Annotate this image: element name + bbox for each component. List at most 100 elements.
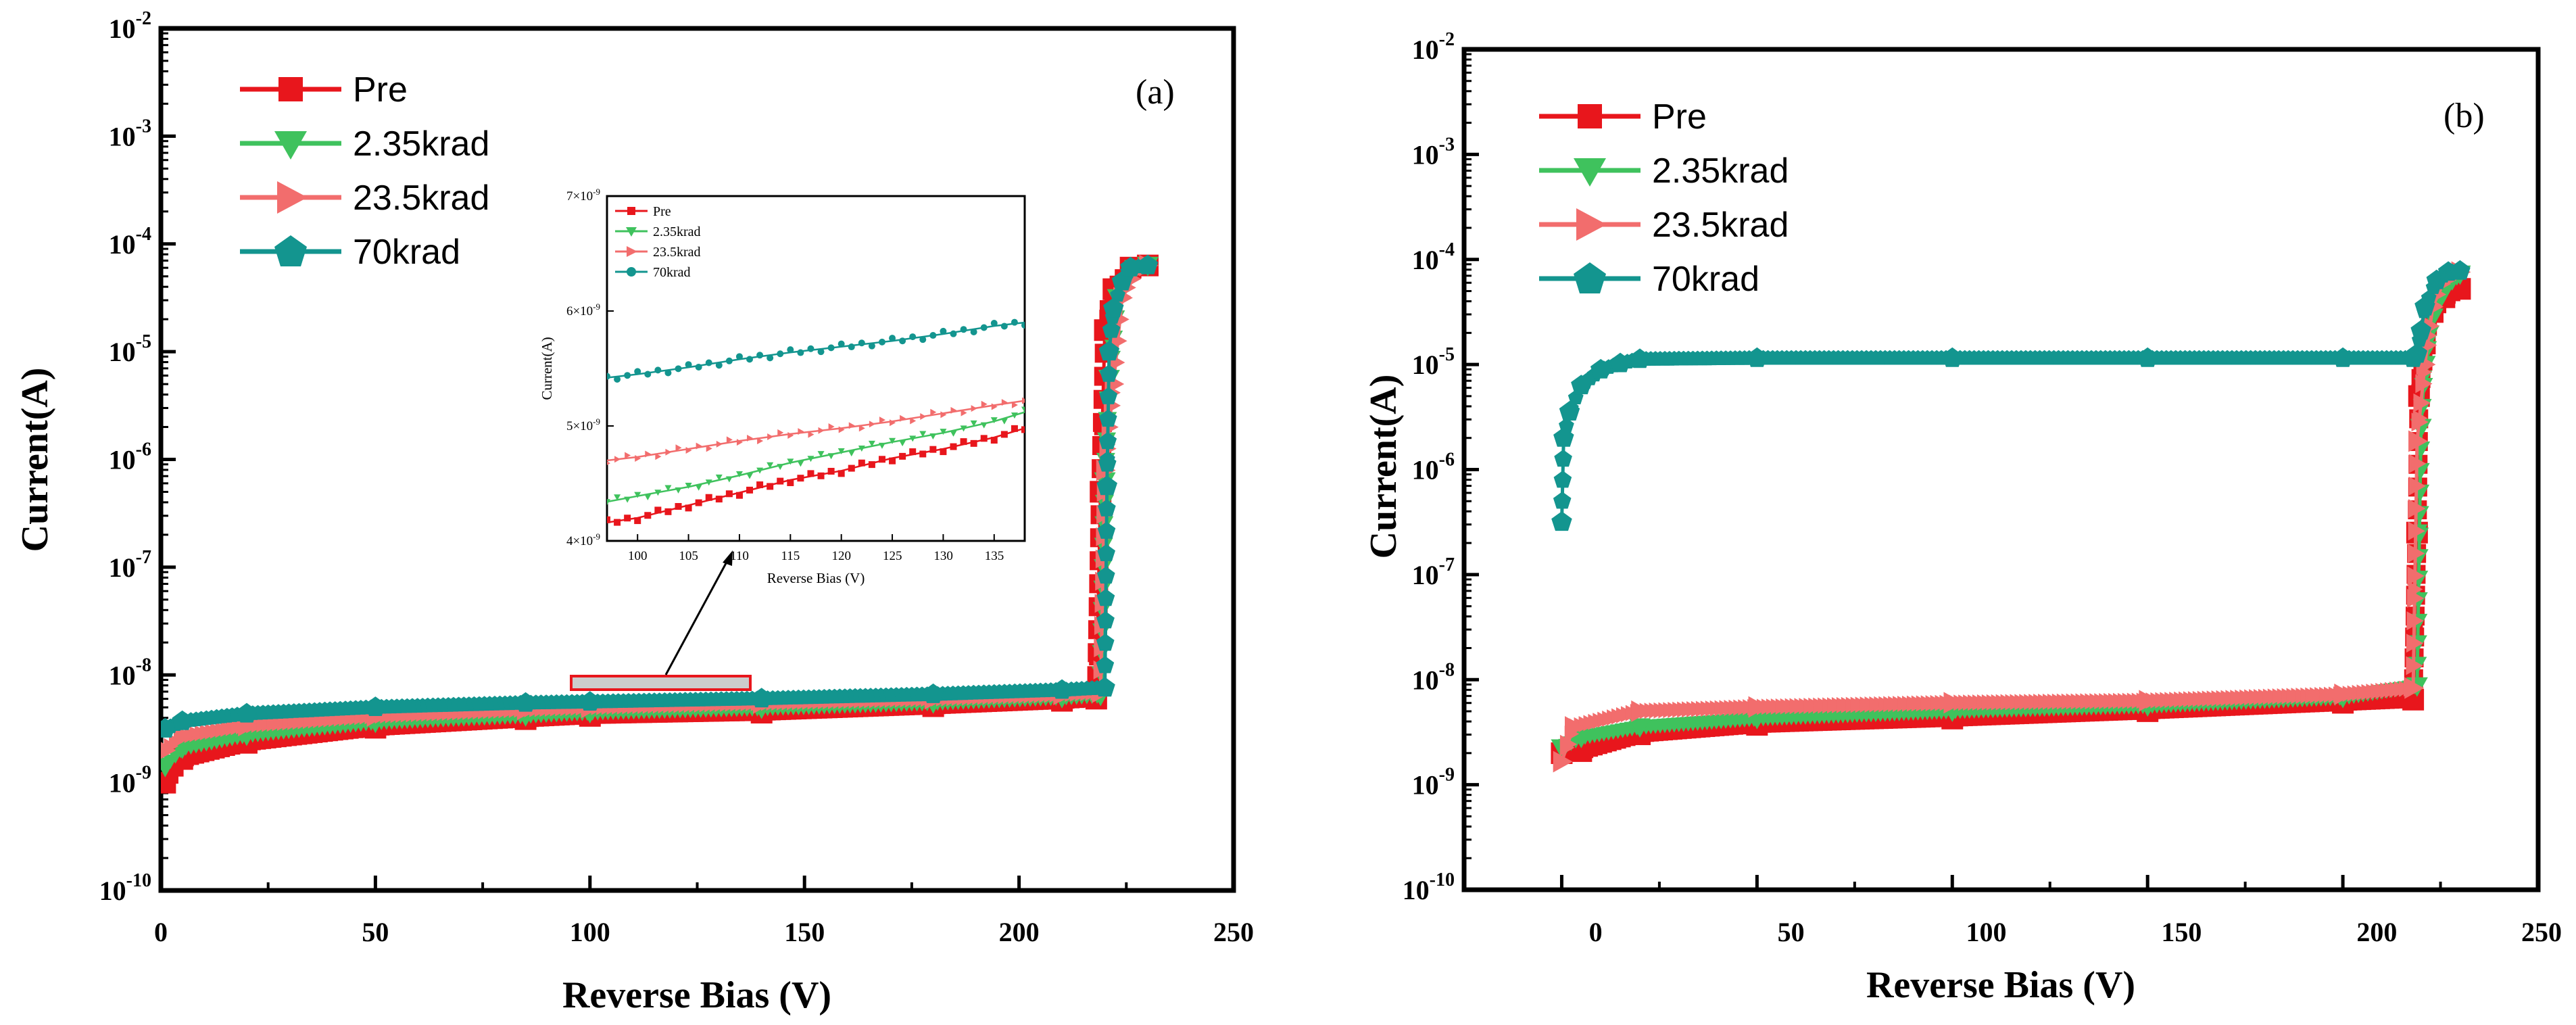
data-point-square — [654, 506, 662, 514]
data-point-triangle-right — [757, 437, 764, 445]
inset-series-line — [607, 427, 1025, 524]
data-point-triangle-right — [2408, 521, 2425, 541]
data-point-triangle-right — [869, 421, 875, 428]
x-tick-label: 250 — [1213, 917, 1254, 947]
data-point-pentagon — [1097, 566, 1115, 584]
legend-entry-pre: Pre — [240, 70, 408, 110]
data-point-triangle-down — [817, 451, 825, 458]
data-point-pentagon — [2332, 347, 2354, 367]
legend-marker-square — [1578, 104, 1602, 128]
data-point-triangle-down — [807, 456, 815, 462]
series-line — [1561, 272, 2462, 750]
data-point-square — [624, 515, 631, 522]
legend-entry-pre: Pre — [1539, 97, 1707, 137]
data-point-square — [950, 443, 957, 450]
y-tick-label: 10-10 — [1403, 869, 1455, 905]
data-point-circle — [624, 372, 631, 379]
y-tick-exponent: -10 — [126, 870, 151, 891]
data-point-square — [980, 435, 988, 442]
data-point-circle — [715, 362, 723, 369]
data-point-triangle-down — [756, 467, 764, 474]
data-point-triangle-right — [930, 408, 937, 416]
data-point-triangle-right — [655, 453, 662, 460]
data-point-triangle-down — [848, 450, 855, 457]
data-point-circle — [919, 336, 927, 343]
data-point-triangle-right — [665, 448, 672, 456]
legend-entry-70krad: 70krad — [1539, 260, 1759, 299]
data-point-triangle-right — [991, 403, 998, 410]
inset-y-tick-label: 5×10-9 — [566, 416, 600, 433]
y-tick-exponent: -7 — [136, 547, 151, 568]
data-point-triangle-right — [2415, 374, 2433, 394]
legend-marker-triangle-down — [274, 131, 307, 160]
y-tick-label: 10-5 — [109, 331, 151, 367]
x-tick-label: 0 — [154, 917, 168, 947]
inset-legend-marker-triangle-down — [626, 227, 637, 237]
series-line — [1560, 269, 2460, 523]
axis-ticks-b — [1464, 47, 2540, 892]
data-point-circle — [990, 320, 998, 327]
data-point-pentagon — [1099, 409, 1117, 427]
data-point-square — [868, 461, 875, 469]
data-point-pentagon — [579, 691, 600, 711]
data-point-triangle-down — [746, 473, 754, 479]
data-point-square — [940, 448, 947, 456]
data-point-square — [705, 494, 712, 501]
data-point-pentagon — [1747, 347, 1768, 367]
data-point-square — [889, 457, 896, 464]
data-point-triangle-right — [879, 416, 885, 424]
inset-x-axis-title: Reverse Bias (V) — [767, 570, 865, 586]
data-point-triangle-right — [1553, 750, 1573, 773]
inset-x-tick-label: 110 — [730, 549, 749, 563]
data-point-triangle-right — [2409, 454, 2427, 473]
data-point-pentagon — [1094, 677, 1115, 697]
legend-marker-triangle-right — [277, 181, 308, 214]
y-tick-exponent: -6 — [1439, 450, 1455, 471]
y-tick-label: 10-5 — [1412, 344, 1455, 380]
inset-ticks — [607, 195, 995, 542]
y-tick-base: 10 — [109, 121, 136, 151]
data-point-circle — [848, 343, 855, 351]
data-point-triangle-down — [1021, 406, 1025, 413]
legend-entry-70krad: 70krad — [240, 233, 460, 272]
data-point-triangle-down — [664, 485, 672, 492]
y-tick-exponent: -8 — [136, 654, 151, 675]
x-tick-label: 200 — [999, 917, 1040, 947]
y-tick-exponent: -2 — [1439, 29, 1455, 50]
data-point-pentagon — [2450, 260, 2471, 280]
data-point-triangle-right — [798, 428, 804, 435]
x-tick-label: 0 — [1589, 917, 1603, 947]
data-point-circle — [607, 373, 610, 380]
data-point-triangle-right — [2411, 412, 2429, 432]
data-point-square — [664, 508, 672, 515]
data-point-triangle-down — [858, 445, 865, 452]
data-point-square — [644, 512, 652, 519]
data-point-pentagon — [1553, 492, 1572, 509]
inset-data-series — [607, 318, 1025, 526]
y-tick-label: 10-6 — [109, 439, 151, 475]
data-point-circle — [899, 337, 906, 345]
data-point-pentagon — [1099, 387, 1118, 404]
x-tick-label: 100 — [570, 917, 610, 947]
inset-y-tick-exponent: -9 — [593, 531, 600, 542]
data-point-triangle-right — [767, 433, 774, 440]
legend-a: Pre 2.35krad 23.5krad 70krad — [240, 70, 489, 272]
legend-entry-23-5krad: 23.5krad — [1539, 206, 1789, 245]
data-point-triangle-down — [644, 494, 652, 501]
data-point-square — [735, 492, 743, 499]
data-point-triangle-right — [2406, 634, 2424, 653]
inset-y-tick-mantissa: 6 — [566, 304, 573, 318]
x-tick-label: 50 — [1778, 917, 1805, 947]
data-point-circle — [960, 326, 967, 333]
inset-legend: Pre 2.35krad 23.5krad 70krad — [615, 204, 701, 280]
y-tick-exponent: -9 — [136, 763, 151, 784]
data-point-pentagon — [172, 710, 193, 730]
data-point-triangle-down — [654, 490, 662, 496]
data-point-pentagon — [2414, 295, 2435, 316]
legend-label: 2.35krad — [353, 124, 489, 164]
inset-x-tick-label: 125 — [883, 549, 902, 563]
y-tick-base: 10 — [109, 229, 136, 260]
data-point-circle — [827, 344, 835, 352]
